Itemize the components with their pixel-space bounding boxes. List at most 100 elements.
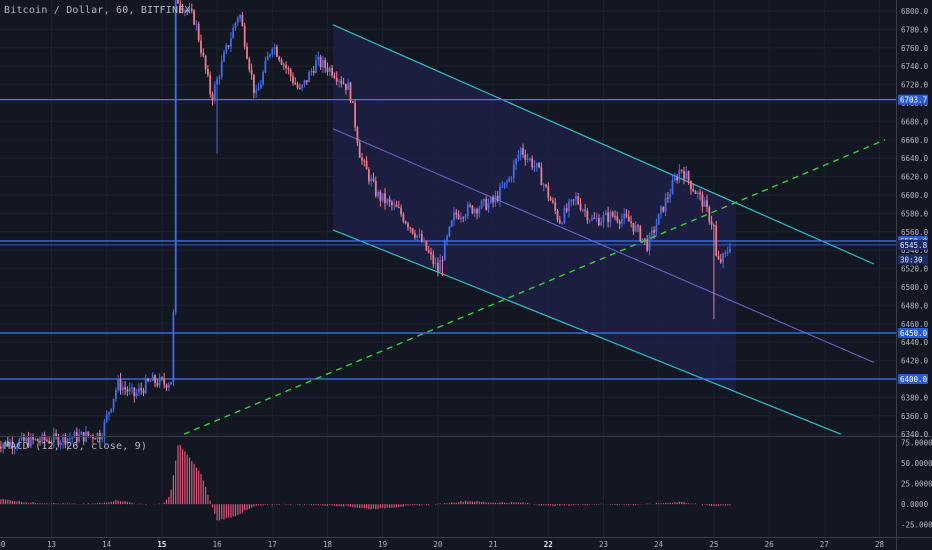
candle-body [641,238,644,241]
price-tick-label: 6460.0 [901,320,929,329]
candle-body [188,8,191,12]
candle-body [349,82,352,102]
candle-body [262,72,264,85]
candle-body [161,377,163,379]
candle-body [630,221,632,224]
candle-body [66,438,69,445]
candle-body [110,408,113,413]
price-tick-label: 6380.0 [901,393,929,402]
level-tag-label: 6703.7 [900,96,927,105]
price-tick-label: 6720.0 [901,81,929,90]
candle-body [248,58,251,70]
channel-lower-line[interactable] [332,229,842,435]
candle-body [611,212,614,217]
price-tick-label: 6740.0 [901,62,929,71]
candle-body [29,436,32,447]
candle-body [531,158,534,168]
candle-body [326,67,329,73]
candle-body [409,227,412,229]
candle-body [6,440,9,447]
candle-body [195,23,198,25]
candle-body [179,3,182,8]
regression-channel[interactable] [332,24,875,435]
candle-body [41,434,44,442]
candle-body [103,421,106,438]
candle-body [184,10,186,12]
price-tick-label: 6660.0 [901,136,929,145]
candle-body [128,388,131,392]
macd-tick-label: 0.0000 [901,500,929,509]
price-tick-label: 6640.0 [901,154,929,163]
channel-middle-line[interactable] [332,128,875,363]
candle-body [483,198,485,201]
trend-line-dashed[interactable] [183,139,886,435]
candle-body [165,384,168,388]
candle-body [142,390,145,394]
candle-body [269,54,271,57]
candle-body [278,56,281,61]
candle-body [363,160,366,162]
candle-body [312,70,315,73]
candle-body [402,214,405,222]
candle-body [324,59,327,68]
price-tick-label: 6600.0 [901,191,929,200]
candle-body [395,204,398,208]
candle-body [554,202,557,211]
candle-body [310,70,313,73]
time-tick-label: 14 [102,540,112,549]
candle-body [20,435,23,440]
candle-body [25,437,28,441]
candle-body [673,177,676,181]
candle-body [335,77,338,82]
candle-body [117,378,120,390]
time-axis[interactable]: 0:00 13 14 15 16 17 18 19 20 21 22 23 24 25 26 27 28 [0,540,884,549]
candle-body [588,220,591,222]
candle-body [239,14,241,18]
candle-body [437,263,439,272]
candle-body [126,389,129,392]
candle-body [441,260,444,262]
macd-title: MACD (12, 26, close, 9) [4,441,148,452]
candle-body [301,84,304,89]
candle-body [87,431,90,436]
candle-body [48,440,51,444]
candle-body [598,218,600,226]
candle-body [133,387,136,397]
candle-body [722,253,724,263]
candle-body [455,212,458,215]
candle-body [112,398,115,409]
candle-body [368,169,370,182]
candle-body [430,252,432,255]
level-tag-box [898,94,928,105]
level-tag-label: 6450.0 [900,329,928,338]
time-tick-label: 17 [268,540,277,549]
candle-body [542,184,545,186]
level-tag-box [898,373,928,384]
candle-body [351,101,354,103]
candle-body [365,160,368,170]
candle-body [34,438,37,440]
candle-body [609,212,612,222]
horizontal-levels[interactable] [0,99,896,380]
candle-body [43,434,46,441]
candle-body [676,177,678,181]
trend-line[interactable] [183,139,886,435]
candle-body [170,382,172,385]
candle-body [446,236,448,242]
candle-body [46,440,48,442]
candle-body [558,219,561,224]
candle-body [579,203,582,210]
candle-body [282,64,285,66]
price-tick-label: 6620.0 [901,173,929,182]
price-tick-label: 6580.0 [901,209,929,218]
candle-body [11,441,14,449]
price-tick-label: 6420.0 [901,357,929,366]
candle-body [62,435,64,443]
candle-body [434,263,437,265]
time-tick-label: 21 [489,540,498,549]
candle-body [345,83,347,90]
candle-body [487,202,490,210]
time-tick-label: 19 [378,540,387,549]
channel-upper-line[interactable] [332,24,875,265]
